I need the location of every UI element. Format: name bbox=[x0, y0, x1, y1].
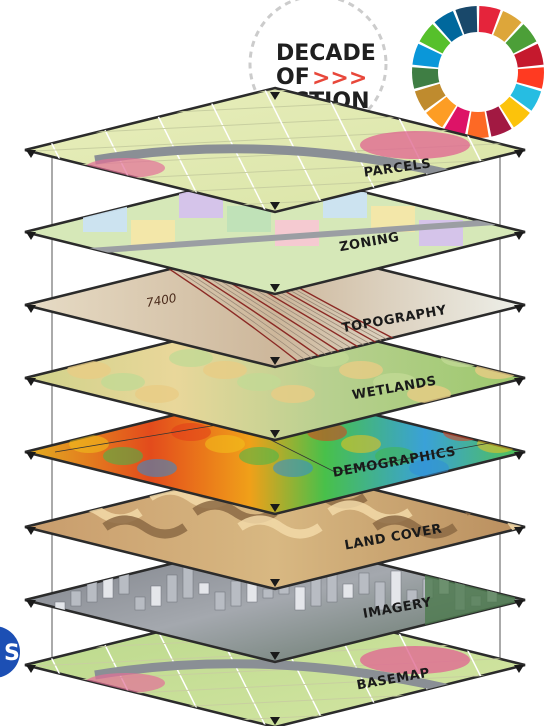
sdg-wheel-segment bbox=[499, 96, 530, 128]
side-badge-circle bbox=[0, 626, 20, 678]
sdg-wheel-segment bbox=[505, 24, 537, 54]
sdg-wheel-segment bbox=[419, 24, 451, 54]
layer-demographics: DEMOGRAPHICS bbox=[24, 388, 526, 516]
sdg-wheel-icon bbox=[412, 6, 544, 138]
down-arrow-icon bbox=[26, 305, 36, 313]
sdg-wheel-segment bbox=[412, 43, 442, 68]
down-arrow-icon bbox=[26, 527, 36, 535]
down-arrow-icon bbox=[270, 579, 280, 587]
sdg-wheel-segment bbox=[514, 43, 544, 68]
layer-basemap: BASEMAP bbox=[24, 601, 526, 726]
down-arrow-icon bbox=[514, 527, 524, 535]
logo-line2: OF bbox=[276, 65, 310, 90]
down-arrow-icon bbox=[270, 357, 280, 365]
side-badge-text: S bbox=[4, 641, 20, 666]
down-arrow-icon bbox=[514, 305, 524, 313]
down-arrow-icon bbox=[26, 600, 36, 608]
down-arrow-icon bbox=[26, 665, 36, 673]
sdg-wheel-segment bbox=[414, 83, 446, 111]
sdg-wheel-segment bbox=[478, 6, 501, 35]
layer-surface bbox=[24, 536, 526, 664]
sdg-wheel-segment bbox=[412, 67, 440, 89]
down-arrow-icon bbox=[26, 232, 36, 240]
contour-annotation: 7400 bbox=[145, 291, 178, 310]
side-badge: S bbox=[0, 626, 20, 678]
logo-line1: DECADE bbox=[276, 41, 376, 66]
sdg-wheel-segment bbox=[516, 67, 544, 89]
down-arrow-icon bbox=[514, 452, 524, 460]
down-arrow-icon bbox=[270, 652, 280, 660]
down-arrow-icon bbox=[270, 202, 280, 210]
down-arrow-icon bbox=[270, 92, 280, 100]
layer-wetlands: WETLANDS bbox=[24, 314, 526, 442]
down-arrow-icon bbox=[514, 232, 524, 240]
down-arrow-icon bbox=[514, 378, 524, 386]
down-arrow-icon bbox=[514, 600, 524, 608]
down-arrow-icon bbox=[270, 430, 280, 438]
sdg-wheel-segment bbox=[455, 6, 478, 35]
sdg-wheel-segment bbox=[444, 106, 470, 137]
down-arrow-icon bbox=[514, 665, 524, 673]
down-arrow-icon bbox=[270, 504, 280, 512]
sdg-wheel-segment bbox=[493, 10, 522, 42]
layer-surface bbox=[24, 241, 526, 369]
down-arrow-icon bbox=[270, 284, 280, 292]
sdg-wheel-segment bbox=[434, 10, 463, 42]
sdg-wheel-segment bbox=[467, 111, 489, 138]
sdg-wheel-segment bbox=[426, 96, 457, 128]
down-arrow-icon bbox=[270, 717, 280, 725]
down-arrow-icon bbox=[26, 378, 36, 386]
logo-arrows: >>> bbox=[312, 66, 367, 91]
down-arrow-icon bbox=[26, 452, 36, 460]
layer-parcels: PARCELS bbox=[24, 86, 526, 214]
sdg-wheel-segment bbox=[510, 83, 542, 111]
down-arrow-icon bbox=[514, 150, 524, 158]
down-arrow-icon bbox=[26, 150, 36, 158]
sdg-wheel-segment bbox=[486, 106, 512, 137]
